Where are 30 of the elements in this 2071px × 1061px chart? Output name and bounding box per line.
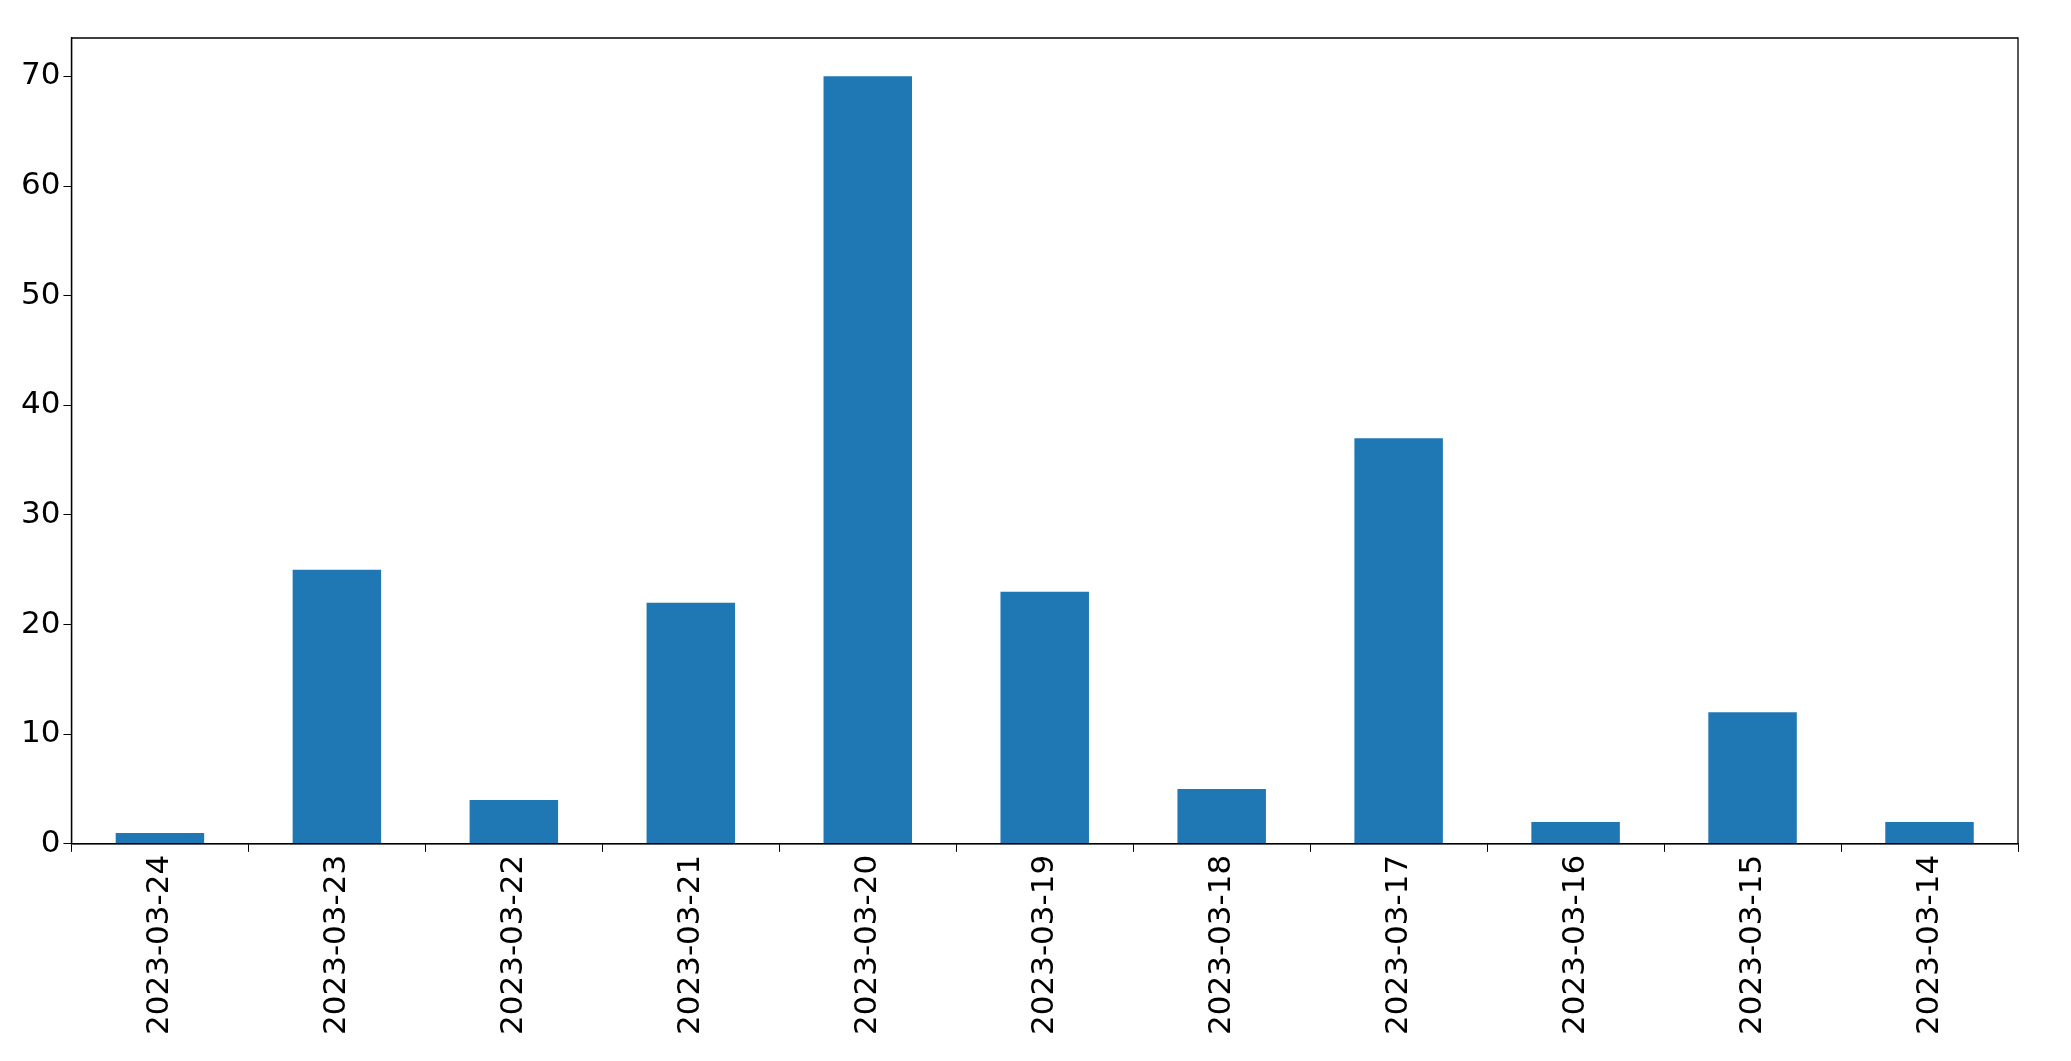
bar bbox=[1000, 591, 1089, 844]
y-tick-label: 10 bbox=[20, 713, 61, 750]
bar bbox=[1708, 712, 1797, 844]
x-tick-label: 2023-03-17 bbox=[1377, 854, 1414, 1036]
bar bbox=[1531, 821, 1620, 844]
bar bbox=[292, 569, 382, 844]
x-tick-label: 2023-03-19 bbox=[1023, 854, 1060, 1036]
y-tick-label: 0 bbox=[40, 822, 61, 859]
x-tick-label: 2023-03-15 bbox=[1731, 854, 1768, 1036]
bar bbox=[1177, 789, 1266, 844]
x-tick-label: 2023-03-23 bbox=[315, 854, 352, 1036]
x-tick-label: 2023-03-22 bbox=[492, 854, 529, 1036]
x-tick-label: 2023-03-18 bbox=[1200, 854, 1237, 1036]
y-tick-label: 30 bbox=[20, 493, 61, 530]
bar bbox=[469, 799, 559, 844]
y-tick-label: 70 bbox=[20, 55, 61, 92]
y-tick-label: 40 bbox=[20, 384, 61, 421]
x-tick-label: 2023-03-20 bbox=[846, 854, 883, 1036]
bar bbox=[823, 76, 912, 844]
y-tick-label: 20 bbox=[20, 603, 61, 640]
x-tick-label: 2023-03-16 bbox=[1554, 854, 1591, 1036]
bar bbox=[646, 602, 736, 844]
x-tick-label: 2023-03-14 bbox=[1908, 854, 1945, 1036]
bar bbox=[1885, 821, 1974, 844]
bar bbox=[1354, 438, 1443, 844]
x-tick-label: 2023-03-21 bbox=[669, 854, 706, 1036]
bar bbox=[115, 832, 205, 844]
y-tick-label: 50 bbox=[20, 274, 61, 311]
x-tick-label: 2023-03-24 bbox=[138, 854, 175, 1036]
y-tick-label: 60 bbox=[20, 165, 61, 202]
